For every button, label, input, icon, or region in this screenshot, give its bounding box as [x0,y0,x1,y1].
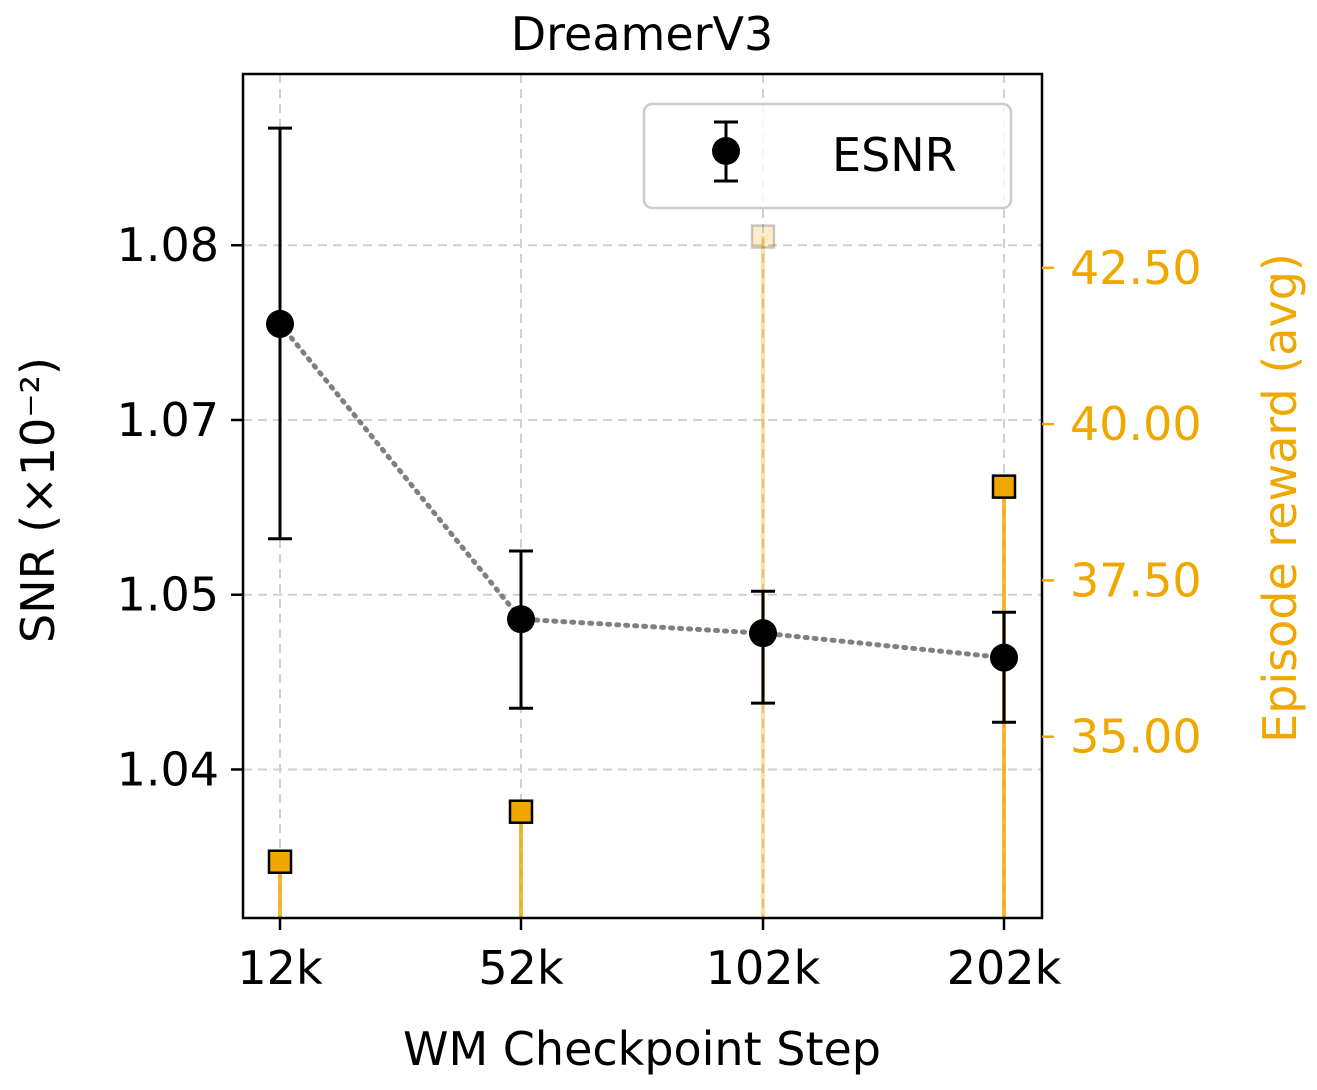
tick-label-y2: 40.00 [1070,397,1202,451]
y2-axis-label: Episode reward (avg) [1253,253,1307,743]
tick-label-x: 102k [706,941,821,995]
tick-label-y: 1.08 [117,218,219,272]
reward-marker [267,849,293,874]
esnr-marker [749,619,777,648]
tick-label-x: 202k [947,941,1062,995]
tick-label-y: 1.07 [117,393,219,447]
tick-label-x: 52k [478,941,564,995]
tick-label-y: 1.05 [117,568,219,622]
chart-title: DreamerV3 [511,7,774,61]
reward-marker [750,224,776,249]
reward-marker [991,474,1017,499]
tick-label-y: 1.04 [117,742,219,796]
plot-frame [241,72,1044,920]
reward-marker [508,799,534,824]
reward-layer [267,224,1017,918]
tick-label-x: 12k [237,941,323,995]
legend-label-esnr: ESNR [832,128,957,182]
axis-ticks: 12k 52k 102k 202k 1.04 1.05 1.07 1.08 35.00 37.50… [117,218,1202,995]
legend-marker [712,137,740,165]
legend: ESNR [642,102,1013,210]
esnr-marker [990,643,1018,672]
tick-label-y2: 35.00 [1070,710,1202,764]
esnr-marker [507,605,535,634]
tick-label-y2: 42.50 [1070,241,1202,295]
esnr-layer [266,126,1018,724]
esnr-connector [277,321,1007,661]
tick-label-y2: 37.50 [1070,553,1202,607]
x-axis-label: WM Checkpoint Step [403,1022,881,1076]
esnr-marker [266,309,294,338]
y-axis-label: SNR (×10⁻²) [11,357,65,643]
